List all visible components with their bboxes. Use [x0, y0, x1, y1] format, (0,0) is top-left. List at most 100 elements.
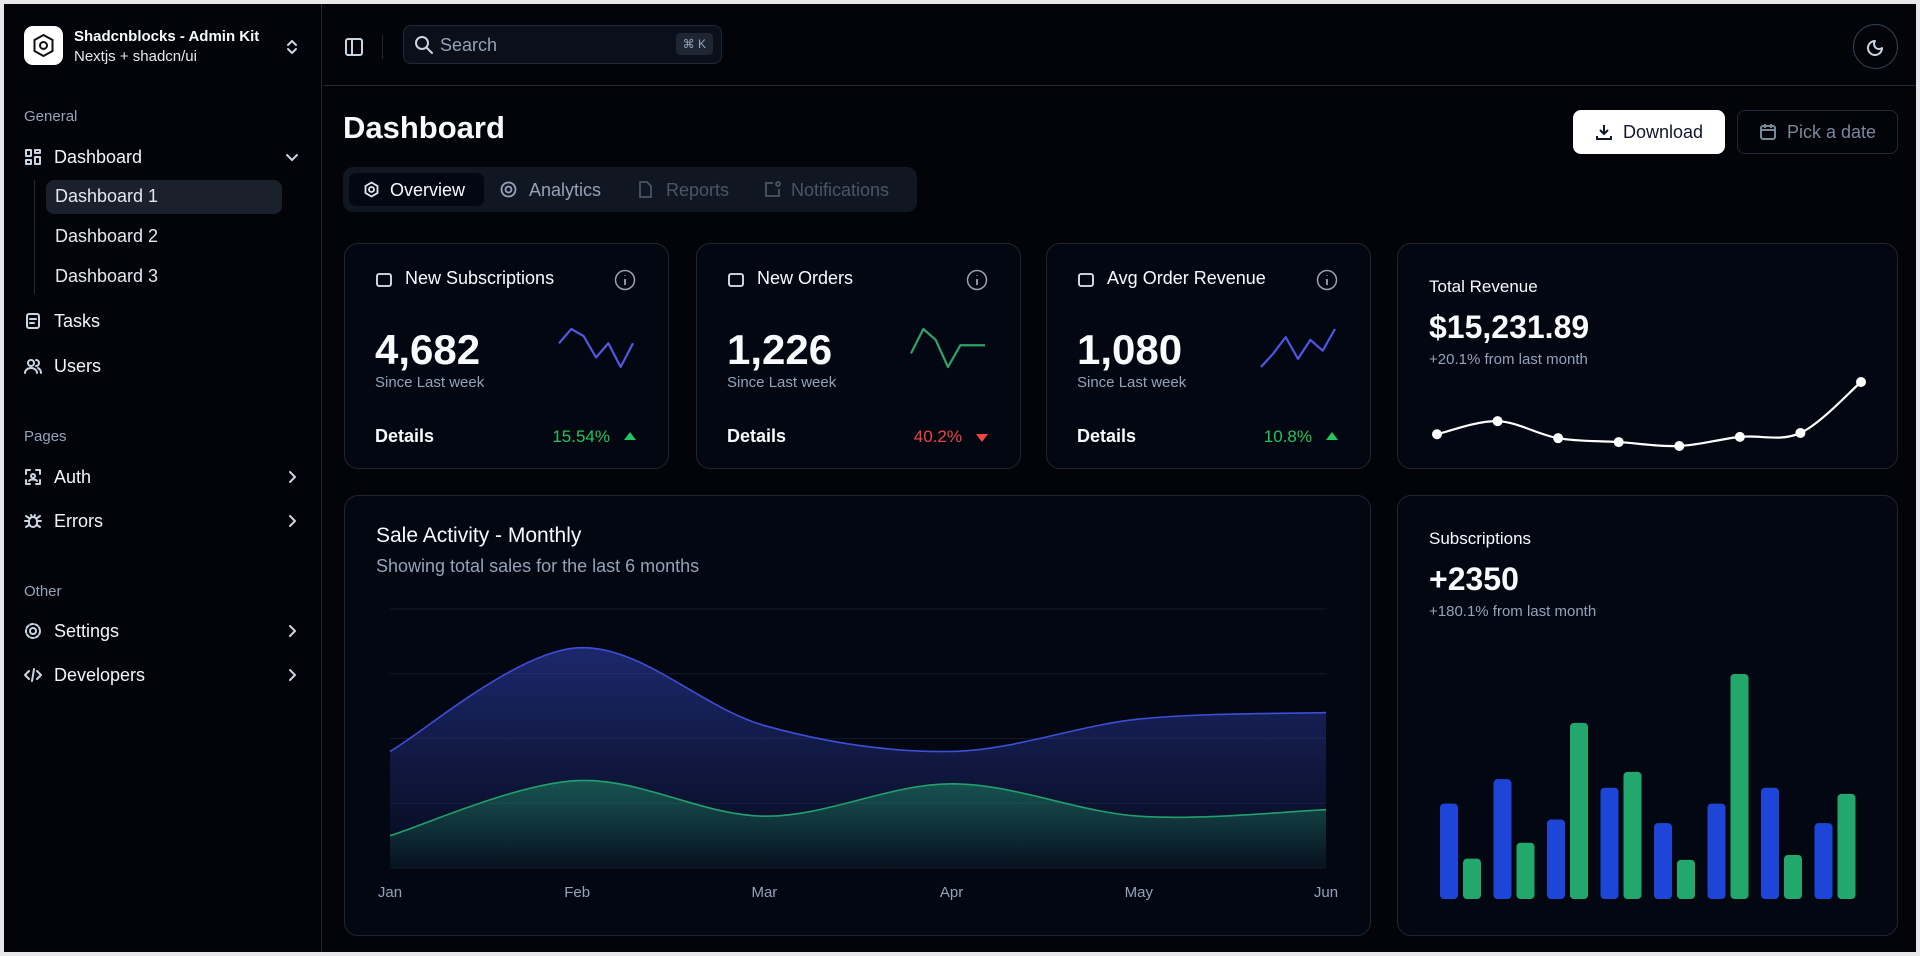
x-tick-label: Mar [751, 884, 777, 901]
brand-switch[interactable] [284, 38, 300, 56]
line [1260, 328, 1336, 368]
point [1432, 429, 1442, 440]
chevron-right [289, 625, 296, 637]
revenue-chart [1432, 377, 1866, 451]
search-box[interactable]: Search ⌘ K [403, 25, 722, 64]
point [1674, 441, 1685, 451]
nav-item[interactable]: Errors [24, 506, 103, 536]
header-border [323, 85, 1916, 86]
nav-item[interactable]: Tasks [24, 306, 100, 336]
bar [1600, 787, 1619, 899]
sidebar-toggle[interactable] [345, 38, 363, 56]
stat-change: 15.54% [552, 427, 610, 446]
nav-item[interactable]: Settings [24, 616, 119, 646]
line [558, 327, 634, 369]
tab[interactable]: Notifications [791, 180, 890, 200]
card-title: Total Revenue [1429, 277, 1538, 296]
nav-item[interactable]: Dashboard [24, 142, 142, 172]
stat-caption: Since Last week [727, 374, 837, 391]
sidebar: Shadcnblocks - Admin Kit Nextjs + shadcn… [4, 4, 322, 952]
nav-item[interactable]: Users [24, 351, 101, 381]
tab-icon [765, 181, 781, 197]
group-label: Pages [24, 428, 67, 445]
card-subtitle: Showing total sales for the last 6 month… [376, 556, 700, 576]
search-icon [415, 36, 433, 54]
tab-icon [639, 181, 652, 198]
chevron-down [286, 154, 298, 161]
card-caption: +20.1% from last month [1429, 351, 1588, 368]
nav-label: Tasks [54, 310, 101, 331]
stat-icon [376, 273, 392, 287]
nav-label: Auth [54, 466, 92, 487]
bar [1440, 803, 1458, 899]
download-button[interactable]: Download [1573, 110, 1725, 154]
details-link[interactable]: Details [727, 426, 787, 446]
tab[interactable]: Reports [666, 180, 730, 200]
bar [1730, 674, 1749, 899]
icon-shape [376, 273, 392, 287]
icon-shape [966, 269, 988, 291]
nav-item[interactable]: Auth [24, 462, 91, 492]
nav-label: Developers [54, 664, 146, 685]
date-picker[interactable]: Pick a date [1737, 110, 1898, 154]
bar [1784, 854, 1802, 899]
tab-active-bg [349, 173, 484, 206]
stat-icon [1078, 273, 1094, 287]
tab[interactable]: Overview [390, 180, 466, 200]
active-highlight [46, 180, 282, 214]
brand-subtitle[interactable]: Nextjs + shadcn/ui [74, 48, 197, 65]
brand-logo [24, 26, 63, 65]
nav-label: Settings [54, 620, 120, 641]
area [390, 780, 1326, 868]
icon-shape [1316, 269, 1338, 291]
nav-label: Errors [54, 510, 103, 531]
bar [1463, 858, 1481, 899]
shortcut: ⌘ K [675, 33, 713, 55]
bar [1570, 722, 1588, 899]
stat-value: 4,682 [375, 326, 481, 373]
point [1734, 431, 1745, 442]
trend-shape [976, 434, 988, 442]
stat-caption: Since Last week [1077, 374, 1187, 391]
subscriptions-chart [1440, 674, 1856, 899]
bar [1654, 823, 1672, 899]
details-link[interactable]: Details [1077, 426, 1137, 446]
tree-line [34, 180, 35, 294]
stat-value: 1,080 [1077, 326, 1183, 373]
card-caption: +180.1% from last month [1429, 603, 1597, 620]
group-label: Other [24, 583, 62, 600]
tabs: Overview Analytics Reports Notifications [343, 167, 917, 212]
chevron-right [289, 471, 296, 483]
stat-caption: Since Last week [375, 374, 485, 391]
icon-shape [728, 273, 744, 287]
bar [1814, 823, 1833, 899]
stat-icon [728, 273, 744, 287]
sparkline [558, 327, 634, 369]
x-tick-label: Apr [940, 884, 963, 901]
details-link[interactable]: Details [375, 426, 435, 446]
sub-nav-item[interactable]: Dashboard 2 [55, 226, 159, 246]
tab[interactable]: Analytics [529, 180, 602, 200]
point [1553, 433, 1564, 444]
bar [1623, 771, 1642, 899]
bar [1547, 819, 1565, 899]
point [1492, 416, 1503, 427]
brand-title: Shadcnblocks - Admin Kit [74, 28, 260, 45]
nav-item[interactable]: Developers [24, 660, 145, 690]
point [1613, 437, 1624, 448]
card-value: +2350 [1429, 561, 1519, 597]
search-placeholder: Search [440, 35, 498, 55]
stat-change: 10.8% [1263, 427, 1312, 446]
card-value: $15,231.89 [1429, 309, 1590, 345]
tab-icon [364, 181, 379, 198]
area-line [389, 647, 1327, 753]
theme-toggle[interactable] [1853, 24, 1898, 69]
info-icon [966, 269, 988, 291]
bar [1837, 793, 1856, 899]
sub-nav-item[interactable]: Dashboard 3 [55, 266, 159, 286]
info-icon [1316, 269, 1338, 291]
stat-title: New Orders [757, 268, 854, 288]
stat-title: New Subscriptions [405, 268, 555, 288]
info-icon [614, 269, 636, 291]
sub-nav-item[interactable]: Dashboard 1 [55, 186, 159, 206]
